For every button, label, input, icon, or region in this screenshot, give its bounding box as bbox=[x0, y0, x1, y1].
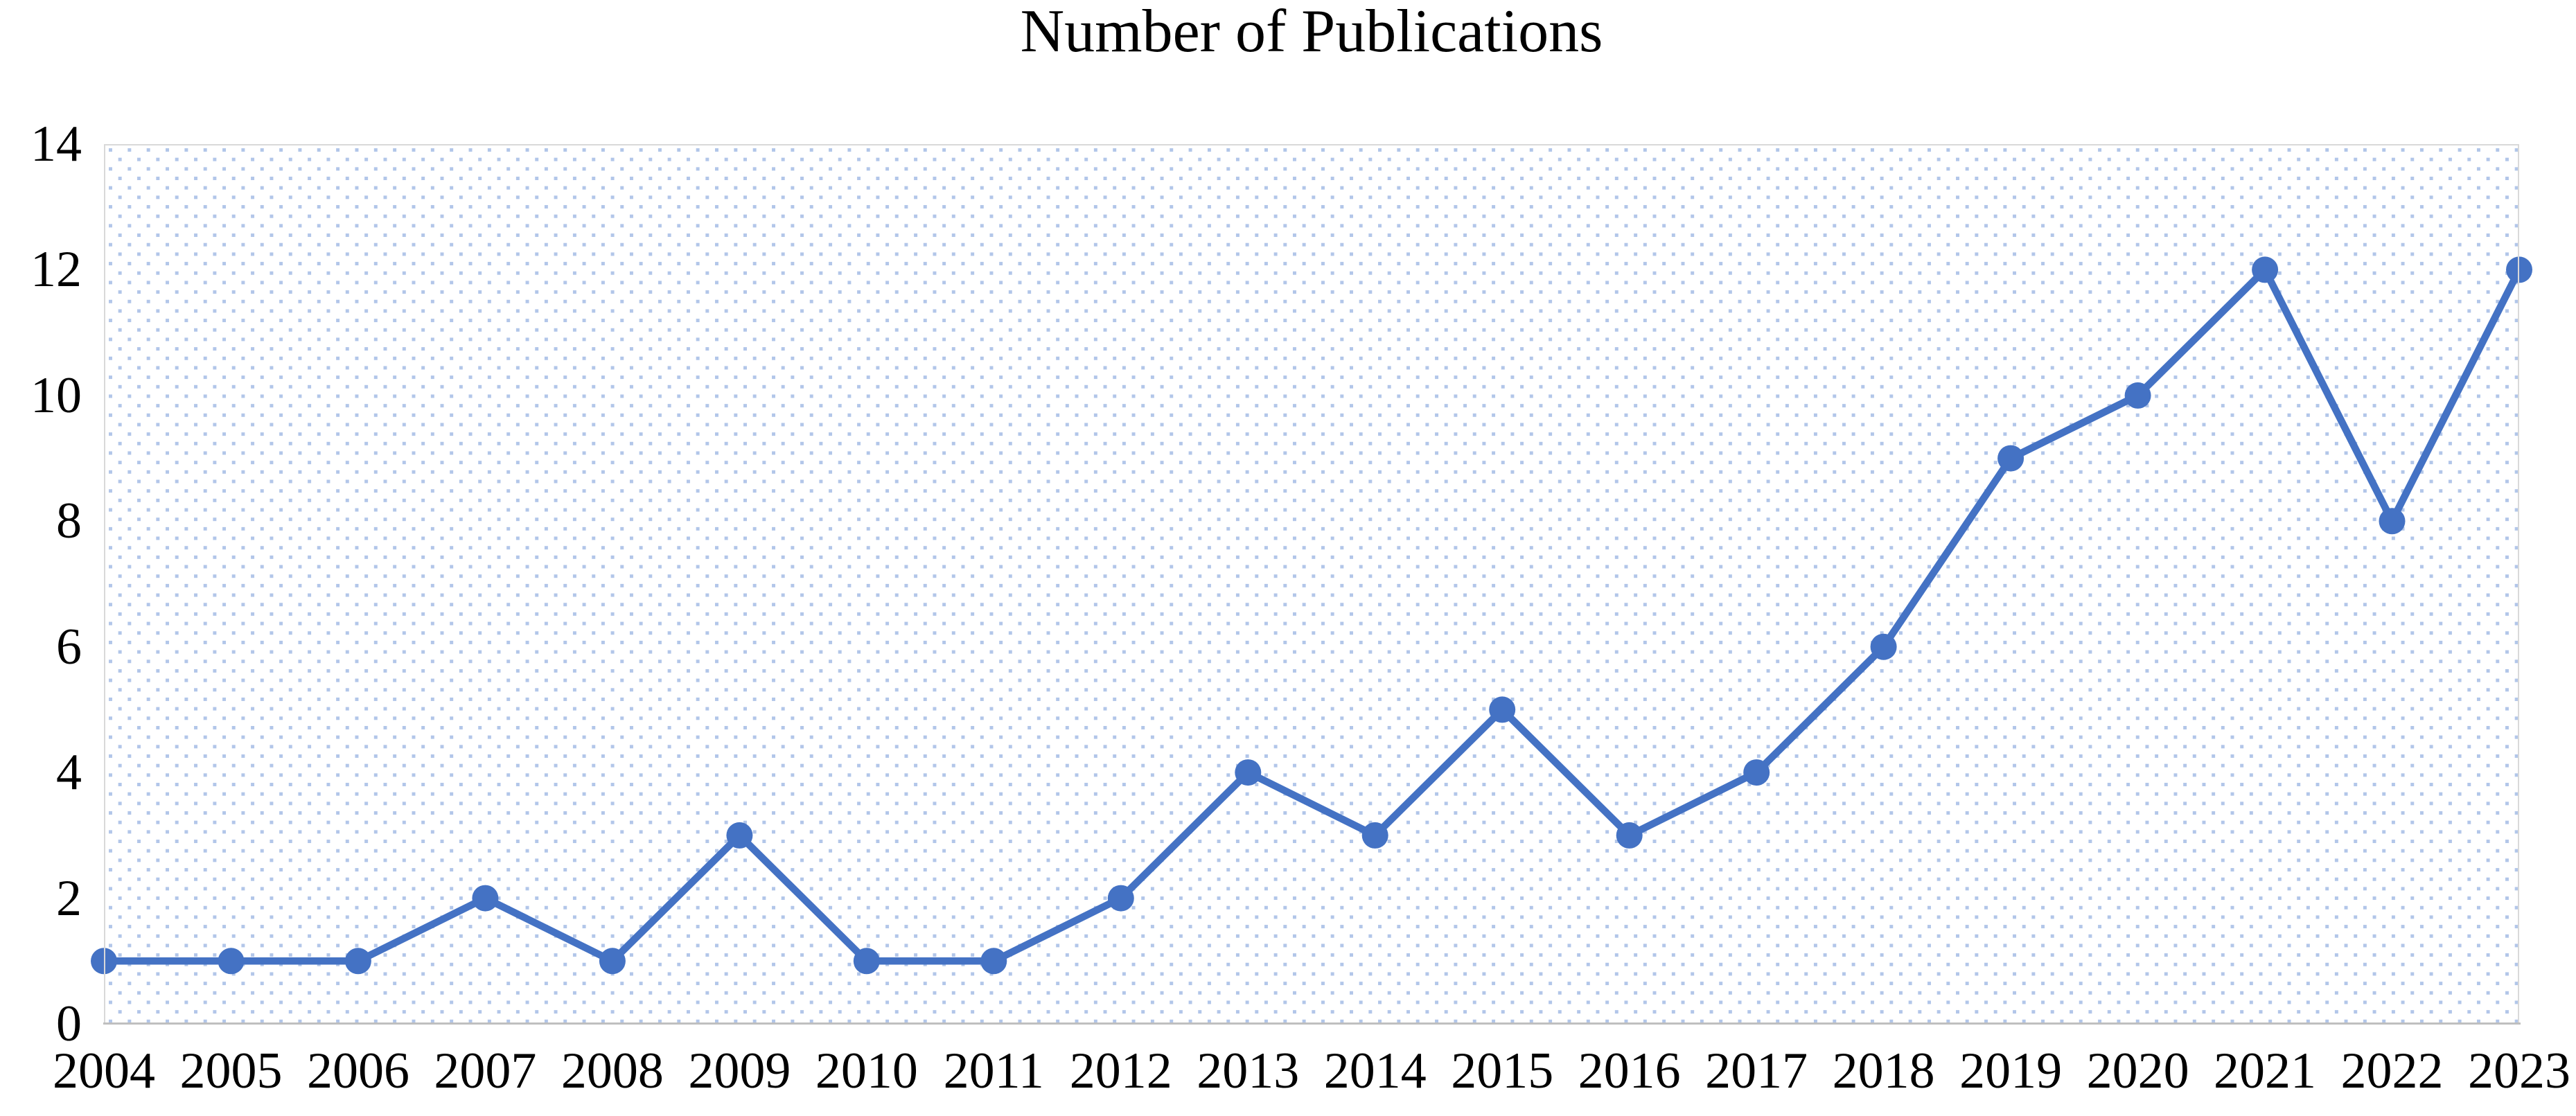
x-tick-label: 2010 bbox=[815, 1043, 918, 1099]
data-point-marker bbox=[2252, 256, 2279, 283]
x-tick-label: 2008 bbox=[561, 1043, 664, 1099]
line-series bbox=[100, 266, 2523, 965]
data-point-marker bbox=[1489, 696, 1516, 723]
x-tick-label: 2020 bbox=[2086, 1043, 2189, 1099]
x-tick-label: 2021 bbox=[2214, 1043, 2317, 1099]
x-tick-label: 2022 bbox=[2340, 1043, 2444, 1099]
x-axis-line bbox=[103, 1022, 2521, 1025]
data-point-marker bbox=[472, 885, 499, 912]
x-tick-label: 2017 bbox=[1705, 1043, 1808, 1099]
data-point-marker bbox=[1870, 633, 1897, 660]
x-tick-label: 2006 bbox=[306, 1043, 409, 1099]
x-tick-label: 2016 bbox=[1578, 1043, 1681, 1099]
data-point-marker bbox=[218, 948, 245, 975]
data-point-marker bbox=[1743, 759, 1770, 786]
x-tick-label: 2011 bbox=[943, 1043, 1044, 1099]
y-tick-label: 6 bbox=[56, 618, 82, 675]
x-tick-label: 2013 bbox=[1197, 1043, 1300, 1099]
data-point-marker bbox=[2124, 382, 2151, 409]
y-tick-label: 8 bbox=[56, 493, 82, 550]
data-point-marker bbox=[2506, 256, 2532, 283]
data-point-marker bbox=[980, 948, 1007, 975]
chart-title: Number of Publications bbox=[1020, 0, 1603, 65]
data-point-marker bbox=[1361, 822, 1388, 849]
data-point-marker bbox=[1107, 885, 1134, 912]
data-point-marker bbox=[853, 948, 880, 975]
data-point-marker bbox=[1997, 445, 2024, 472]
y-tick-label: 2 bbox=[56, 869, 82, 927]
x-tick-label: 2019 bbox=[1959, 1043, 2063, 1099]
data-point-marker bbox=[599, 948, 626, 975]
y-tick-label: 12 bbox=[30, 241, 82, 299]
x-tick-label: 2018 bbox=[1832, 1043, 1935, 1099]
data-point-marker bbox=[2379, 508, 2406, 535]
x-tick-label: 2023 bbox=[2468, 1043, 2570, 1099]
x-tick-label: 2007 bbox=[434, 1043, 537, 1099]
x-tick-label: 2012 bbox=[1069, 1043, 1172, 1099]
data-point-marker bbox=[1235, 759, 1262, 786]
x-tick-label: 2014 bbox=[1323, 1043, 1427, 1099]
line-series-svg bbox=[91, 256, 2532, 975]
data-point-marker bbox=[344, 948, 371, 975]
x-tick-label: 2005 bbox=[179, 1043, 283, 1099]
x-tick-label: 2009 bbox=[688, 1043, 791, 1099]
y-tick-label: 0 bbox=[56, 995, 82, 1052]
data-point-marker bbox=[726, 822, 753, 849]
y-tick-label: 14 bbox=[30, 116, 82, 172]
data-point-marker bbox=[1616, 822, 1643, 849]
data-point-marker bbox=[91, 948, 117, 975]
plot-area bbox=[104, 144, 2519, 1024]
y-tick-label: 4 bbox=[56, 744, 82, 801]
x-tick-label: 2015 bbox=[1451, 1043, 1554, 1099]
x-tick-label: 2004 bbox=[53, 1043, 155, 1099]
y-tick-label: 10 bbox=[30, 366, 82, 424]
